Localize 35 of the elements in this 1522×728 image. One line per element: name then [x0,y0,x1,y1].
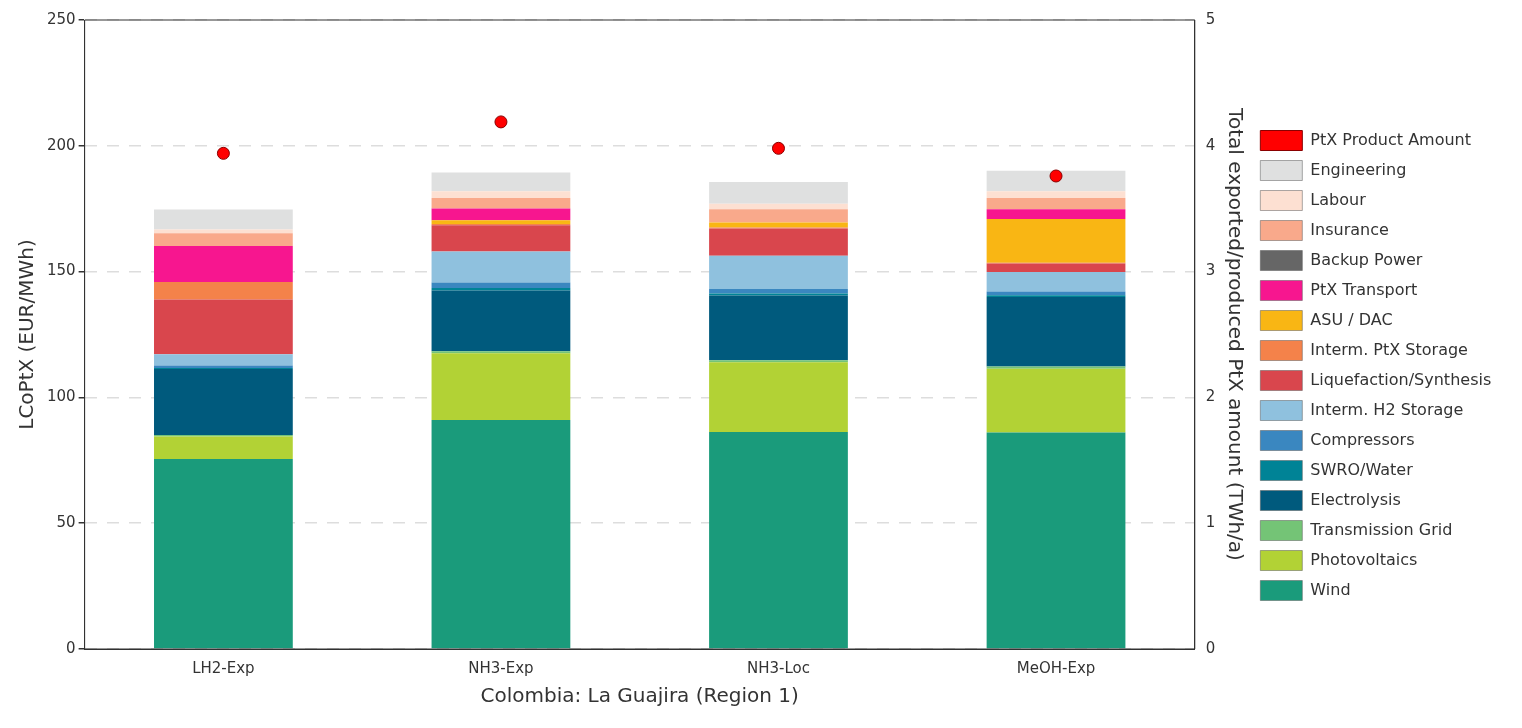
legend-label: Interm. H2 Storage [1310,399,1464,419]
legend-label: Electrolysis [1310,489,1401,509]
y2-tick-label: 5 [1205,9,1216,28]
legend-label: Insurance [1310,219,1389,239]
x-axis-title: Colombia: La Guajira (Region 1) [480,683,799,708]
y2-tick-label: 2 [1205,387,1216,406]
y2-axis-title: Total exported/produced PtX amount (TWh/a) [1224,107,1249,561]
legend-label: Transmission Grid [1309,519,1453,539]
y-tick-label: 250 [46,9,76,28]
y-tick-label: 100 [46,387,76,406]
legend-label: Liquefaction/Synthesis [1310,369,1492,389]
legend-label: Engineering [1310,159,1407,179]
legend-label: ASU / DAC [1310,309,1393,329]
y-tick-label: 150 [46,261,76,280]
legend-label: PtX Product Amount [1310,129,1472,149]
y-tick-label: 0 [66,638,76,657]
legend-label: SWRO/Water [1310,459,1414,479]
y2-tick-label: 1 [1205,513,1216,532]
x-tick-label: MeOH-Exp [1016,658,1096,677]
x-tick-label: NH3-Exp [468,658,534,677]
y-tick-label: 50 [56,513,76,532]
x-tick-label: NH3-Loc [746,658,810,677]
y2-tick-label: 3 [1205,261,1216,280]
y-tick-label: 200 [46,135,76,154]
y2-tick-label: 4 [1205,135,1216,154]
legend-label: Labour [1310,189,1367,209]
legend-label: Backup Power [1310,249,1423,269]
y2-tick-label: 0 [1205,638,1216,657]
legend-label: Photovoltaics [1310,549,1418,569]
x-tick-label: LH2-Exp [192,658,255,677]
legend-label: Compressors [1310,429,1415,449]
legend-label: PtX Transport [1310,279,1418,299]
y-axis-title: LCoPtX (EUR/MWh) [14,239,39,430]
legend-label: Wind [1310,579,1351,599]
legend-label: Interm. PtX Storage [1310,339,1468,359]
